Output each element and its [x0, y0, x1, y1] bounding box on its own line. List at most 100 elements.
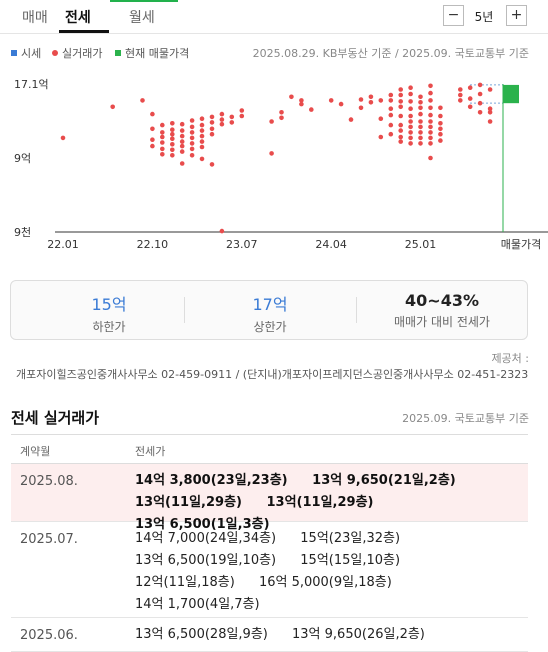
- price-point: [239, 113, 245, 119]
- transaction-item: 14억 1,700(4일,7층): [135, 597, 260, 612]
- agency-label: 제공처 :: [491, 352, 529, 365]
- top-accent-line: [110, 0, 178, 2]
- tab-sale[interactable]: 매매: [22, 10, 48, 26]
- price-point: [150, 126, 155, 132]
- price-point: [467, 104, 473, 110]
- price-point: [487, 87, 493, 92]
- price-point: [309, 107, 314, 112]
- price-point: [209, 131, 215, 137]
- price-point: [229, 114, 235, 120]
- transaction-item: 15억(23일,32층): [300, 531, 401, 546]
- transaction-item: 13억 6,500(1일,3층): [135, 517, 270, 532]
- summary-value: 40~43%: [405, 291, 479, 310]
- price-scatter-chart: 17.1억 9억 9천 22.01 22.10 23.07 24.04 25.01 매물가격: [14, 78, 548, 251]
- y-tick-label: 17.1억: [14, 78, 49, 91]
- price-point: [160, 152, 165, 157]
- price-point: [408, 119, 413, 124]
- transaction-item: 13억 6,500(19일,10층): [135, 553, 277, 568]
- transaction-row: 2025.07. 14억 7,000(24일,34층) 15억(23일,32층) …: [11, 522, 528, 618]
- transactions-table-header: 계약월 전세가: [11, 434, 528, 464]
- price-point: [438, 113, 443, 119]
- price-point: [398, 122, 404, 128]
- price-point: [438, 105, 443, 111]
- summary-value: 17억: [252, 295, 288, 314]
- price-point: [438, 121, 443, 126]
- price-point: [438, 131, 443, 137]
- summary-label: 상한가: [253, 320, 287, 334]
- price-point: [170, 136, 175, 142]
- price-point: [438, 138, 443, 143]
- legend-label: 실거래가: [62, 47, 103, 60]
- price-point: [199, 144, 205, 150]
- price-point: [289, 94, 294, 100]
- transaction-item: 12억(11일,18층): [135, 575, 235, 590]
- transaction-month: 2025.08.: [20, 474, 78, 489]
- price-point: [160, 134, 165, 140]
- price-point: [170, 147, 175, 153]
- price-point: [219, 111, 225, 117]
- price-point: [368, 100, 374, 105]
- price-point: [477, 110, 483, 115]
- section-title: 전세 실거래가: [11, 409, 100, 427]
- tab-jeonse[interactable]: 전세: [65, 10, 91, 26]
- period-decrease-button[interactable]: −: [443, 5, 464, 26]
- price-point: [269, 151, 274, 156]
- transaction-item: 14억 3,800(23일,23층): [135, 473, 288, 488]
- price-point: [388, 131, 394, 137]
- price-point: [428, 105, 433, 111]
- price-point: [179, 128, 185, 133]
- price-point: [408, 141, 413, 146]
- price-point: [160, 122, 165, 128]
- summary-upper-bound: 17억 상한가: [184, 291, 356, 335]
- transaction-item: 14억 7,000(24일,34층): [135, 531, 277, 546]
- price-point: [428, 119, 433, 124]
- price-point: [179, 149, 185, 154]
- tab-monthly-rent[interactable]: 월세: [129, 10, 155, 26]
- price-point: [279, 115, 284, 121]
- price-point: [418, 130, 423, 135]
- price-point: [60, 135, 66, 141]
- price-point: [110, 104, 115, 110]
- price-point: [179, 121, 185, 127]
- summary-ratio: 40~43% 매매가 대비 전세가: [356, 291, 528, 330]
- price-point: [378, 98, 384, 103]
- legend-swatch: [115, 50, 121, 56]
- price-point: [428, 141, 433, 146]
- x-tick-label: 매물가격: [501, 238, 541, 251]
- price-point: [487, 110, 493, 115]
- transaction-item: 13억(11일,29층): [135, 495, 242, 510]
- price-point: [428, 98, 433, 103]
- price-point: [150, 143, 155, 149]
- price-point: [418, 124, 423, 130]
- transaction-items: 14억 7,000(24일,34층) 15억(23일,32층) 13억 6,50…: [135, 528, 525, 616]
- period-increase-button[interactable]: +: [506, 5, 527, 26]
- price-point: [170, 121, 175, 126]
- price-point: [368, 94, 374, 100]
- price-point: [299, 101, 304, 107]
- price-point: [477, 91, 483, 97]
- price-point: [418, 141, 423, 146]
- transaction-items: 14억 3,800(23일,23층) 13억 9,650(21일,2층) 13억…: [135, 470, 525, 536]
- transaction-item: 15억(15일,10층): [300, 553, 401, 568]
- legend-item-listing-price: 현재 매물가격: [115, 45, 189, 61]
- price-point: [179, 139, 185, 144]
- price-point: [179, 133, 185, 139]
- price-point: [179, 161, 185, 166]
- price-point: [477, 100, 483, 106]
- transaction-item: 13억 6,500(28일,9층): [135, 627, 268, 642]
- price-point: [398, 134, 404, 140]
- price-point: [348, 117, 354, 122]
- price-point: [408, 106, 413, 111]
- price-point: [428, 124, 433, 130]
- price-point: [418, 135, 423, 141]
- price-point: [170, 127, 175, 132]
- price-point: [398, 87, 404, 92]
- price-point: [418, 105, 423, 111]
- price-point: [398, 113, 404, 119]
- transaction-items: 13억 6,500(28일,9층) 13억 9,650(26일,2층): [135, 624, 525, 646]
- price-point: [160, 146, 165, 152]
- price-point: [398, 104, 404, 110]
- transaction-month: 2025.07.: [20, 532, 78, 547]
- price-point: [199, 122, 205, 128]
- price-point: [428, 112, 433, 118]
